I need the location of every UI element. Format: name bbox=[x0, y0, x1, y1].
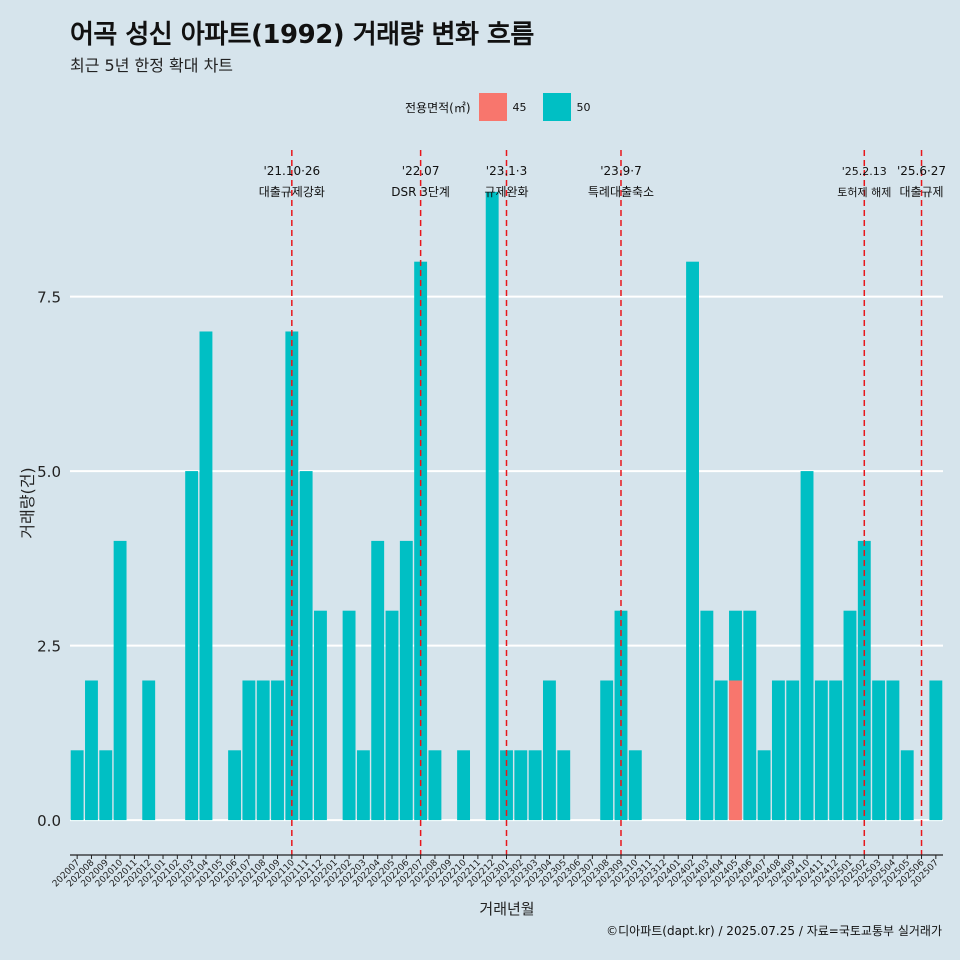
chart-subtitle: 최근 5년 한정 확대 차트 bbox=[70, 56, 234, 75]
legend-key-50 bbox=[542, 93, 571, 121]
bar-50-202206 bbox=[399, 540, 413, 821]
event-date-202506: '25.6·27 bbox=[897, 164, 946, 178]
event-annotations: '21.10·26 대출규제강화 '22.07 DSR 3단계 '23.1·3 규제완화 '… bbox=[259, 164, 946, 199]
event-label-202301: 규제완화 bbox=[484, 185, 528, 199]
bar-50-202402 bbox=[686, 261, 699, 821]
event-date-202301: '23.1·3 bbox=[486, 164, 527, 178]
y-tick-label: 5.0 bbox=[37, 463, 61, 481]
bar-50-202203 bbox=[356, 750, 370, 821]
bar-50-202008 bbox=[85, 680, 98, 821]
event-label-202506: 대출규제 bbox=[899, 185, 943, 199]
event-date-202207: '22.07 bbox=[402, 164, 440, 178]
bar-50-202112 bbox=[314, 610, 327, 821]
bar-50-202106 bbox=[228, 750, 242, 821]
y-axis: 0.0 2.5 5.0 7.5 bbox=[37, 289, 61, 831]
x-axis-label: 거래년월 bbox=[479, 900, 534, 918]
bars bbox=[70, 191, 943, 821]
bar-50-202505 bbox=[900, 750, 914, 821]
bar-50-202507 bbox=[929, 680, 943, 821]
legend-key-45 bbox=[478, 93, 507, 121]
bar-50-202409 bbox=[786, 680, 800, 821]
y-tick-label: 7.5 bbox=[37, 289, 61, 307]
bar-50-202103 bbox=[185, 471, 199, 821]
bar-50-202204 bbox=[371, 540, 385, 821]
bar-50-202303 bbox=[528, 750, 542, 821]
event-lines bbox=[291, 150, 923, 855]
bar-50-202411 bbox=[814, 680, 828, 821]
bar-50-202007 bbox=[70, 750, 84, 821]
bar-50-202501 bbox=[843, 610, 857, 821]
legend: 전용면적(㎡) 45 50 bbox=[405, 93, 607, 121]
event-label-202502: 토허제 해제 bbox=[837, 185, 891, 199]
event-label-202110: 대출규제강화 bbox=[259, 185, 325, 199]
bar-50-202310 bbox=[628, 750, 642, 821]
source-caption: ©디아파트(dapt.kr) / 2025.07.25 / 자료=국토교통부 실… bbox=[606, 924, 942, 938]
bar-50-202408 bbox=[771, 680, 785, 821]
bar-50-202308 bbox=[600, 680, 614, 821]
bar-50-202405 bbox=[729, 610, 742, 681]
event-label-202309: 특례대출축소 bbox=[588, 185, 654, 199]
bar-50-202302 bbox=[514, 750, 528, 821]
bar-50-202111 bbox=[299, 471, 313, 821]
bar-50-202503 bbox=[872, 680, 886, 821]
bar-50-202009 bbox=[99, 750, 113, 821]
event-label-202207: DSR 3단계 bbox=[391, 185, 450, 199]
bar-50-202304 bbox=[542, 680, 556, 821]
event-date-202309: '23.9·7 bbox=[600, 164, 641, 178]
x-axis: 2020072020082020092020102020112020122021… bbox=[51, 854, 943, 889]
bar-50-202012 bbox=[142, 680, 156, 821]
chart-title: 어곡 성신 아파트(1992) 거래량 변화 흐름 bbox=[70, 20, 534, 50]
bar-50-202412 bbox=[829, 680, 843, 821]
y-tick-label: 2.5 bbox=[37, 638, 61, 656]
y-tick-label: 0.0 bbox=[37, 812, 61, 830]
event-date-202502: '25.2.13 bbox=[842, 165, 887, 178]
bar-50-202403 bbox=[700, 610, 714, 821]
bar-50-202406 bbox=[743, 610, 757, 821]
bar-50-202504 bbox=[886, 680, 900, 821]
bar-50-202305 bbox=[557, 750, 571, 821]
bar-50-202210 bbox=[457, 750, 471, 821]
bar-50-202404 bbox=[714, 680, 728, 821]
bar-50-202202 bbox=[342, 610, 356, 821]
y-axis-label: 거래량(건) bbox=[18, 467, 37, 538]
bar-45-202405 bbox=[729, 680, 742, 821]
bar-50-202410 bbox=[800, 471, 814, 821]
bar-50-202208 bbox=[428, 750, 442, 821]
legend-label-50: 50 bbox=[576, 100, 591, 114]
bar-50-202104 bbox=[199, 331, 213, 821]
legend-title: 전용면적(㎡) bbox=[405, 100, 471, 115]
event-date-202110: '21.10·26 bbox=[263, 164, 320, 178]
legend-label-45: 45 bbox=[512, 100, 527, 114]
bar-50-202407 bbox=[757, 750, 771, 821]
bar-50-202010 bbox=[113, 540, 127, 821]
bar-50-202108 bbox=[256, 680, 270, 821]
bar-50-202109 bbox=[271, 680, 284, 821]
bar-50-202107 bbox=[242, 680, 256, 821]
bar-50-202205 bbox=[385, 610, 399, 821]
bar-50-202212 bbox=[485, 191, 499, 821]
